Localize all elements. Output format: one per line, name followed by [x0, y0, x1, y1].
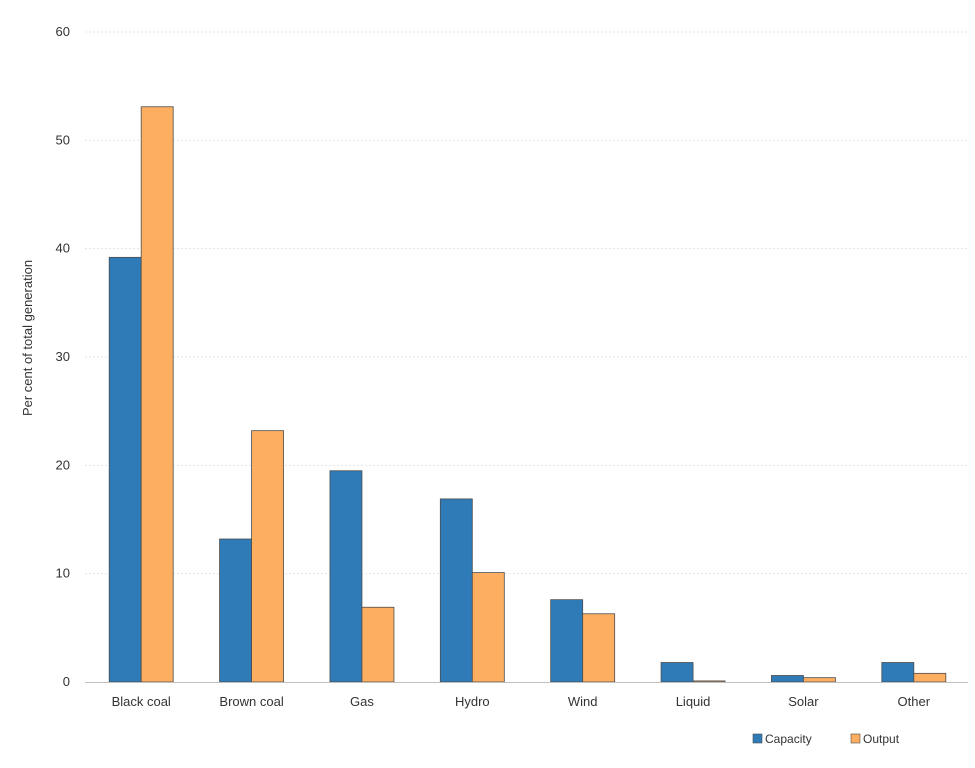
y-tick-label: 50: [56, 132, 70, 147]
x-category-label: Brown coal: [219, 694, 283, 709]
y-axis-title: Per cent of total generation: [20, 260, 35, 416]
bar-output-black-coal: [140, 106, 174, 683]
bar-capacity-hydro: [439, 498, 473, 683]
x-category-label: Gas: [350, 694, 374, 709]
legend-swatch-output: [850, 733, 861, 744]
bar-output-brown-coal: [251, 430, 284, 683]
bar-output-other: [913, 672, 947, 683]
legend-swatch-capacity: [752, 733, 763, 744]
bars: [108, 106, 947, 683]
legend-label-capacity: Capacity: [765, 732, 812, 746]
bar-capacity-gas: [329, 470, 363, 683]
bar-output-gas: [361, 606, 395, 683]
x-axis-categories: Black coal Brown coal Gas Hydro Wind Liquid So…: [112, 694, 931, 709]
y-tick-label: 20: [56, 457, 70, 472]
bar-output-hydro: [471, 572, 505, 683]
bar-capacity-liquid: [660, 662, 694, 683]
legend-label-output: Output: [863, 732, 900, 746]
y-tick-label: 0: [63, 674, 70, 689]
x-category-label: Liquid: [676, 694, 711, 709]
bar-capacity-black-coal: [108, 256, 142, 683]
bar-output-wind: [582, 613, 616, 683]
x-category-label: Other: [898, 694, 931, 709]
y-axis-ticks: 0 10 20 30 40 50 60: [56, 24, 70, 689]
bar-capacity-solar: [771, 675, 804, 683]
x-category-label: Solar: [788, 694, 819, 709]
bar-output-liquid: [692, 680, 726, 683]
bar-capacity-other: [881, 662, 915, 683]
x-category-label: Wind: [568, 694, 598, 709]
y-tick-label: 30: [56, 349, 70, 364]
y-tick-label: 60: [56, 24, 70, 39]
y-tick-label: 40: [56, 241, 70, 256]
bar-capacity-brown-coal: [219, 538, 252, 683]
bar-capacity-wind: [550, 599, 584, 683]
y-tick-label: 10: [56, 566, 70, 581]
x-category-label: Black coal: [112, 694, 171, 709]
gridlines: [85, 31, 968, 575]
legend: Capacity Output: [752, 732, 900, 746]
bar-output-solar: [803, 677, 836, 683]
x-category-label: Hydro: [455, 694, 490, 709]
